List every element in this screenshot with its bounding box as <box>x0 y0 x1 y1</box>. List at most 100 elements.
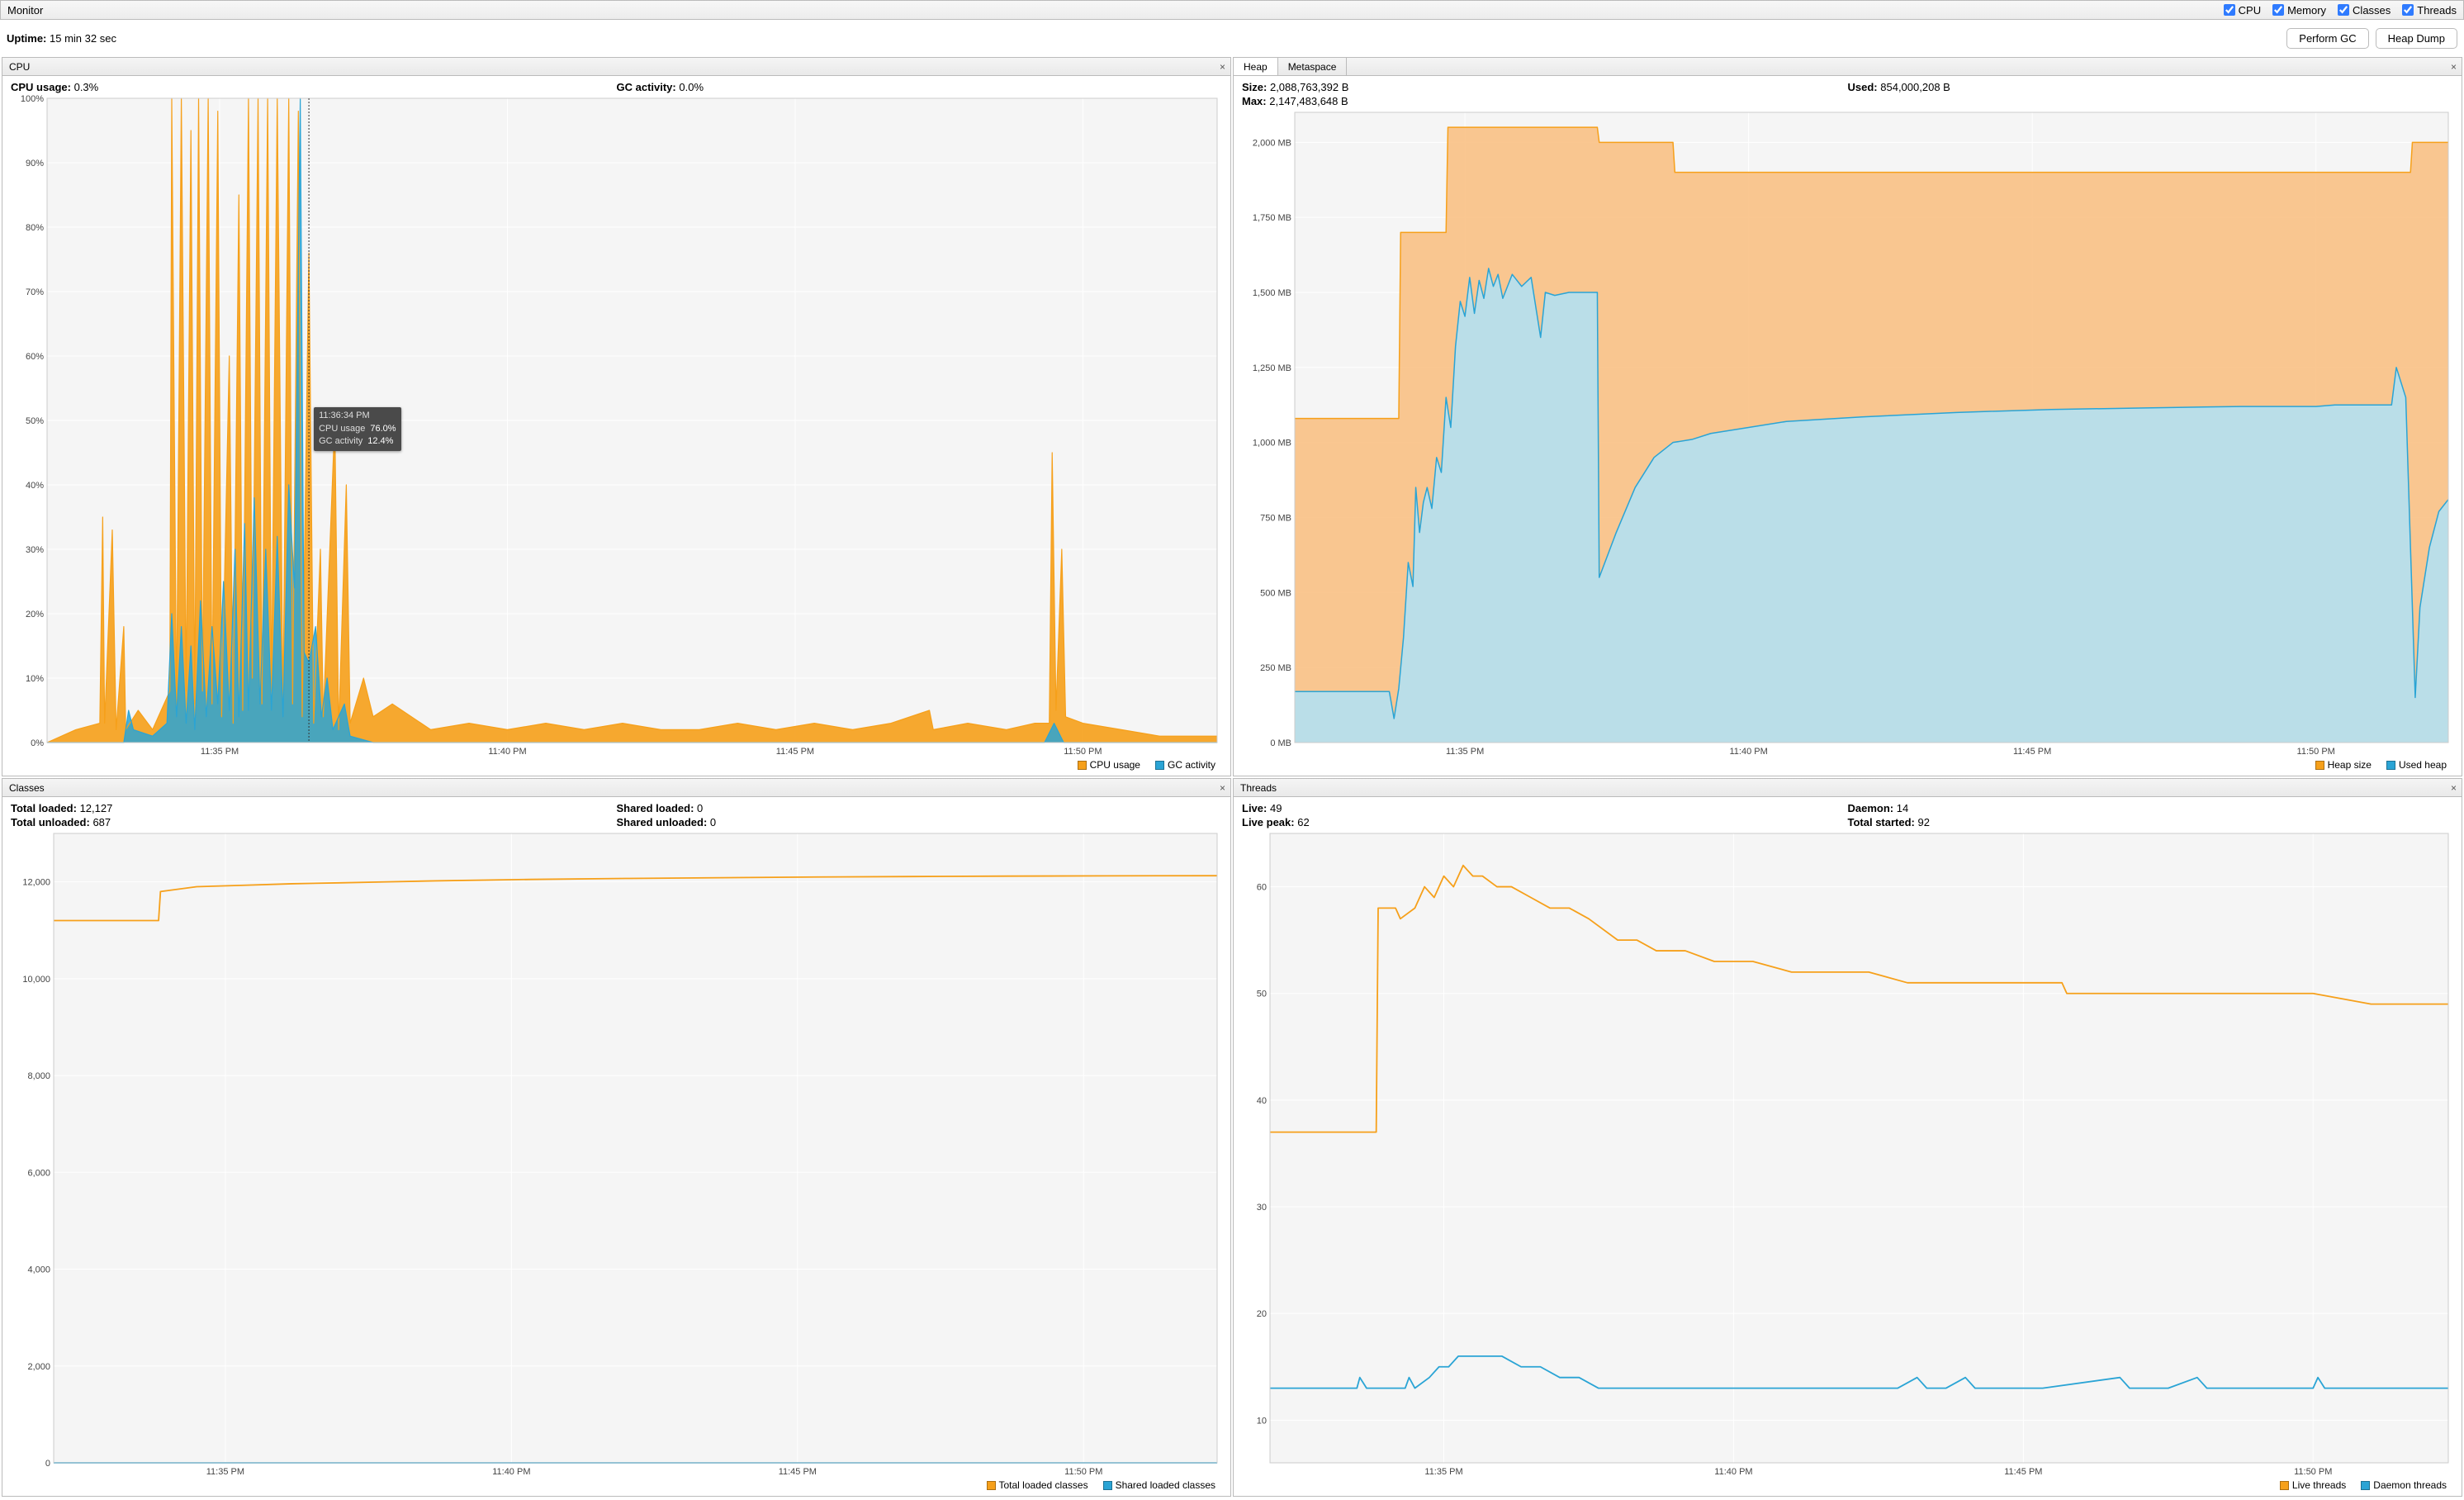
svg-text:70%: 70% <box>26 287 44 297</box>
svg-text:12,000: 12,000 <box>22 878 50 888</box>
heap-chart[interactable]: 0 MB250 MB500 MB750 MB1,000 MB1,250 MB1,… <box>1242 109 2453 757</box>
legend-swatch <box>1155 761 1164 770</box>
daemon-label: Daemon: <box>1848 802 1894 814</box>
gc-activity-label: GC activity: <box>617 81 676 93</box>
live-peak-label: Live peak: <box>1242 816 1295 828</box>
chk-threads[interactable]: Threads <box>2402 4 2457 17</box>
cpu-panel: CPU × CPU usage: 0.3% GC activity: 0.0% … <box>2 57 1231 776</box>
total-started-value: 92 <box>1918 816 1930 828</box>
daemon-value: 14 <box>1897 802 1908 814</box>
classes-panel-header: Classes × <box>2 779 1230 797</box>
tab-heap[interactable]: Heap <box>1234 58 1278 75</box>
total-loaded-label: Total loaded: <box>11 802 77 814</box>
threads-panel: Threads × Live: 49 Daemon: 14 Live peak:… <box>1233 778 2462 1497</box>
svg-text:11:50 PM: 11:50 PM <box>2297 747 2335 757</box>
svg-text:10,000: 10,000 <box>22 975 50 985</box>
svg-text:30: 30 <box>1257 1203 1267 1213</box>
svg-text:50%: 50% <box>26 416 44 426</box>
classes-panel: Classes × Total loaded: 12,127 Shared lo… <box>2 778 1231 1497</box>
total-started-label: Total started: <box>1848 816 1915 828</box>
svg-text:4,000: 4,000 <box>27 1265 50 1275</box>
close-icon[interactable]: × <box>1215 61 1230 73</box>
chk-classes[interactable]: Classes <box>2338 4 2391 17</box>
cpu-usage-value: 0.3% <box>74 81 99 93</box>
svg-text:90%: 90% <box>26 159 44 169</box>
legend-swatch <box>987 1481 996 1490</box>
svg-text:11:45 PM: 11:45 PM <box>779 1467 817 1477</box>
close-icon[interactable]: × <box>1215 782 1230 794</box>
svg-text:11:45 PM: 11:45 PM <box>2013 747 2051 757</box>
threads-panel-header: Threads × <box>1234 779 2462 797</box>
threads-chart[interactable]: 10203040506011:35 PM11:40 PM11:45 PM11:5… <box>1242 830 2453 1478</box>
svg-text:11:50 PM: 11:50 PM <box>2294 1467 2332 1477</box>
svg-text:0: 0 <box>45 1459 50 1469</box>
svg-text:11:45 PM: 11:45 PM <box>776 747 814 757</box>
chk-cpu-input[interactable] <box>2224 4 2235 16</box>
uptime-bar: Uptime: 15 min 32 sec Perform GC Heap Du… <box>0 20 2464 57</box>
svg-text:11:40 PM: 11:40 PM <box>492 1467 530 1477</box>
close-icon[interactable]: × <box>2446 782 2462 794</box>
svg-text:40: 40 <box>1257 1096 1267 1106</box>
chk-classes-input[interactable] <box>2338 4 2349 16</box>
cpu-tooltip: 11:36:34 PM CPU usage76.0% GC activity12… <box>314 407 400 450</box>
perform-gc-button[interactable]: Perform GC <box>2286 28 2368 49</box>
svg-text:250 MB: 250 MB <box>1260 663 1291 673</box>
svg-text:100%: 100% <box>21 95 44 104</box>
total-loaded-value: 12,127 <box>80 802 113 814</box>
svg-text:20%: 20% <box>26 610 44 619</box>
live-label: Live: <box>1242 802 1267 814</box>
heap-panel: Heap Metaspace × Size: 2,088,763,392 B U… <box>1233 57 2462 776</box>
shared-unloaded-value: 0 <box>710 816 716 828</box>
svg-text:1,750 MB: 1,750 MB <box>1253 213 1291 223</box>
svg-text:10%: 10% <box>26 674 44 684</box>
monitor-header: Monitor CPU Memory Classes Threads <box>0 0 2464 20</box>
uptime: Uptime: 15 min 32 sec <box>7 32 116 45</box>
tooltip-time: 11:36:34 PM <box>319 410 396 422</box>
svg-text:0%: 0% <box>31 738 44 748</box>
svg-text:8,000: 8,000 <box>27 1071 50 1081</box>
svg-text:500 MB: 500 MB <box>1260 588 1291 598</box>
heap-legend: Heap size Used heap <box>1242 757 2453 774</box>
legend-swatch <box>1078 761 1087 770</box>
heap-dump-button[interactable]: Heap Dump <box>2376 28 2457 49</box>
svg-text:20: 20 <box>1257 1309 1267 1319</box>
svg-text:11:40 PM: 11:40 PM <box>1714 1467 1752 1477</box>
svg-text:1,000 MB: 1,000 MB <box>1253 439 1291 449</box>
shared-loaded-value: 0 <box>697 802 703 814</box>
svg-text:80%: 80% <box>26 223 44 233</box>
heap-size-value: 2,088,763,392 B <box>1270 81 1348 93</box>
charts-grid: CPU × CPU usage: 0.3% GC activity: 0.0% … <box>0 57 2464 1498</box>
svg-text:11:50 PM: 11:50 PM <box>1064 747 1102 757</box>
live-value: 49 <box>1270 802 1282 814</box>
cpu-usage-label: CPU usage: <box>11 81 71 93</box>
total-unloaded-value: 687 <box>92 816 111 828</box>
svg-text:6,000: 6,000 <box>27 1168 50 1178</box>
svg-text:11:35 PM: 11:35 PM <box>206 1467 244 1477</box>
chk-threads-input[interactable] <box>2402 4 2414 16</box>
live-peak-value: 62 <box>1297 816 1309 828</box>
heap-max-label: Max: <box>1242 95 1267 107</box>
svg-text:11:50 PM: 11:50 PM <box>1064 1467 1102 1477</box>
total-unloaded-label: Total unloaded: <box>11 816 90 828</box>
close-icon[interactable]: × <box>2446 61 2462 73</box>
legend-swatch <box>2386 761 2395 770</box>
legend-swatch <box>2315 761 2324 770</box>
svg-text:10: 10 <box>1257 1416 1267 1426</box>
cpu-panel-header: CPU × <box>2 58 1230 76</box>
svg-text:750 MB: 750 MB <box>1260 514 1291 524</box>
cpu-chart[interactable]: 0%10%20%30%40%50%60%70%80%90%100%11:35 P… <box>11 95 1222 757</box>
shared-loaded-label: Shared loaded: <box>617 802 694 814</box>
legend-swatch <box>2361 1481 2370 1490</box>
classes-chart[interactable]: 0 2,000 4,000 6,000 8,000 10,000 12,000 11:35 P… <box>11 830 1222 1478</box>
heap-used-value: 854,000,208 B <box>1880 81 1950 93</box>
uptime-label: Uptime: <box>7 32 46 45</box>
svg-text:11:45 PM: 11:45 PM <box>2004 1467 2042 1477</box>
chk-memory[interactable]: Memory <box>2272 4 2326 17</box>
tab-metaspace[interactable]: Metaspace <box>1278 58 1348 75</box>
chart-toggle-group: CPU Memory Classes Threads <box>2224 4 2457 17</box>
svg-text:40%: 40% <box>26 481 44 491</box>
chk-memory-input[interactable] <box>2272 4 2284 16</box>
cpu-legend: CPU usage GC activity <box>11 757 1222 774</box>
chk-cpu[interactable]: CPU <box>2224 4 2261 17</box>
svg-text:2,000: 2,000 <box>27 1362 50 1372</box>
